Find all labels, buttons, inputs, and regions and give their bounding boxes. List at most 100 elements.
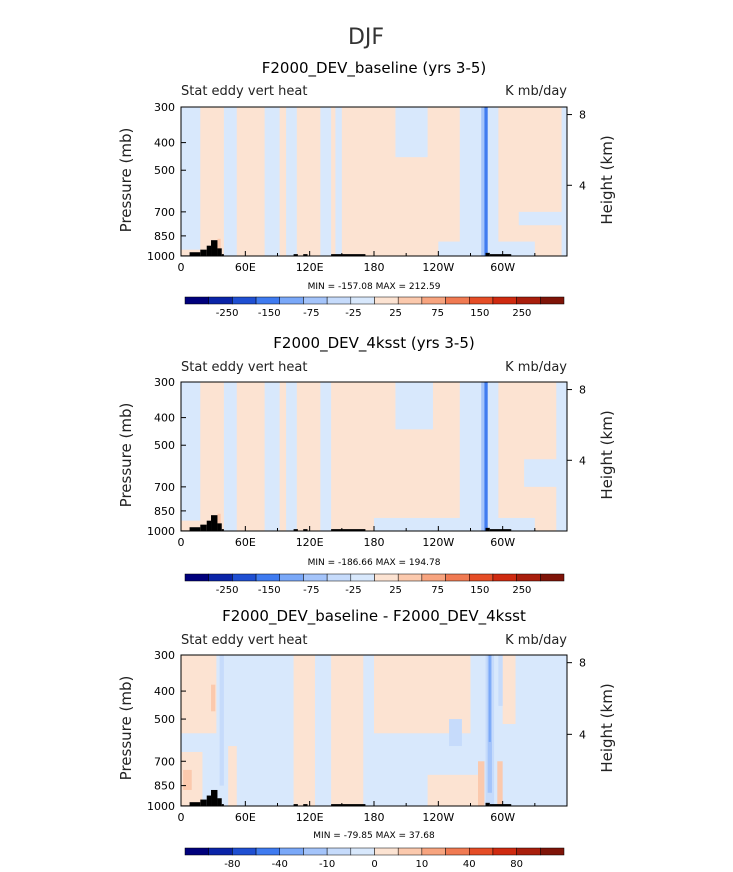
min-max-label: MIN = -157.08 MAX = 212.59 <box>308 282 441 292</box>
panel-title: F2000_DEV_4ksst (yrs 3-5) <box>273 334 474 353</box>
colorbar-swatch <box>397 573 423 582</box>
x-tick-label: 120E <box>296 261 324 274</box>
figure-title: DJF <box>348 25 384 50</box>
y-tick-label: 1000 <box>147 525 175 538</box>
right-subtitle: K mb/day <box>505 360 567 375</box>
contour-region <box>320 382 332 531</box>
panel-title: F2000_DEV_baseline - F2000_DEV_4ksst <box>222 607 526 626</box>
land-block <box>200 799 207 806</box>
y-tick-label: 300 <box>154 101 175 114</box>
land-block <box>485 802 490 806</box>
left-subtitle: Stat eddy vert heat <box>181 633 307 648</box>
colorbar-label: -40 <box>272 859 288 870</box>
land-block <box>485 252 490 256</box>
contour-region <box>497 761 503 806</box>
contour-region <box>181 655 212 734</box>
contour-region <box>484 382 488 531</box>
y-tick-label: 400 <box>154 137 175 150</box>
colorbar-swatch <box>208 847 233 856</box>
x-axis: 0 60E 120E 180 120W 60W <box>178 801 536 824</box>
colorbar-swatch <box>516 573 541 582</box>
topography-mask <box>181 789 512 806</box>
right-tick-label: 8 <box>579 109 586 122</box>
land-block <box>293 254 298 256</box>
panel-3: F2000_DEV_baseline - F2000_DEV_4ksst Sta… <box>117 607 616 870</box>
colorbar-swatch <box>492 296 517 305</box>
left-subtitle: Stat eddy vert heat <box>181 84 307 99</box>
colorbar-label: -80 <box>224 859 240 870</box>
colorbar-swatch <box>374 296 399 305</box>
heatmap-field <box>181 655 567 806</box>
right-axis-label: Height (km) <box>598 135 616 224</box>
contour-region <box>217 238 221 256</box>
x-tick-label: 180 <box>364 811 385 824</box>
x-tick-label: 60W <box>490 536 515 549</box>
colorbar-swatch <box>350 296 375 305</box>
land-block <box>217 798 222 806</box>
colorbar-swatch <box>232 573 257 582</box>
contour-region <box>181 107 201 250</box>
colorbar-swatch <box>255 573 280 582</box>
y-tick-label: 1000 <box>147 800 175 813</box>
y-axis: 300 400 500 700 850 1000 <box>147 101 186 263</box>
contour-region <box>502 655 516 724</box>
left-subtitle: Stat eddy vert heat <box>181 360 307 375</box>
contour-region <box>223 382 237 531</box>
min-max-label: MIN = -79.85 MAX = 37.68 <box>313 831 435 841</box>
colorbar-label: 250 <box>512 585 531 596</box>
x-tick-label: 120W <box>422 536 454 549</box>
contour-region <box>223 107 237 256</box>
land-block <box>200 249 207 256</box>
land-block <box>221 529 224 531</box>
land-block <box>206 520 212 531</box>
x-tick-label: 60E <box>235 536 256 549</box>
colorbar-label: -150 <box>258 585 281 596</box>
land-block <box>303 529 308 531</box>
contour-region <box>181 107 567 256</box>
colorbar-swatch <box>397 296 423 305</box>
colorbar-swatch <box>350 573 375 582</box>
contour-region <box>374 517 535 531</box>
topography-mask <box>181 240 512 256</box>
land-block <box>293 804 298 806</box>
land-block <box>221 254 224 256</box>
y-tick-label: 500 <box>154 164 175 177</box>
colorbar-label: 150 <box>470 308 489 319</box>
land-block <box>206 245 212 256</box>
min-max-label: MIN = -186.66 MAX = 194.78 <box>308 558 441 568</box>
y-axis-label: Pressure (mb) <box>117 128 135 233</box>
colorbar-swatch <box>279 573 304 582</box>
x-tick-label: 120W <box>422 261 454 274</box>
right-axis: 48 <box>567 384 586 467</box>
colorbar-swatch <box>492 573 517 582</box>
contour-region <box>219 655 224 786</box>
colorbar-swatch <box>326 847 352 856</box>
colorbar: -250 -150 -75 -25 25 75 150 250 <box>184 296 565 319</box>
contour-region <box>211 684 216 712</box>
contour-region <box>488 655 491 742</box>
contour-region <box>264 382 280 531</box>
right-tick-label: 8 <box>579 384 586 397</box>
right-tick-label: 4 <box>579 728 586 741</box>
colorbar-swatch <box>516 296 541 305</box>
land-block <box>489 804 512 806</box>
right-tick-label: 4 <box>579 454 586 467</box>
x-tick-label: 180 <box>364 261 385 274</box>
y-axis-label: Pressure (mb) <box>117 676 135 781</box>
x-axis: 0 60E 120E 180 120W 60W <box>178 251 536 274</box>
contour-region <box>264 107 280 256</box>
colorbar-label: -250 <box>216 308 239 319</box>
colorbar-swatch <box>397 847 423 856</box>
contour-region <box>484 107 488 256</box>
x-tick-label: 120E <box>296 811 324 824</box>
contour-region <box>286 382 297 531</box>
contour-region <box>524 459 567 487</box>
y-tick-label: 500 <box>154 439 175 452</box>
panel-1: F2000_DEV_baseline (yrs 3-5) Stat eddy v… <box>117 59 616 319</box>
right-subtitle: K mb/day <box>505 633 567 648</box>
colorbar-label: -75 <box>303 308 319 319</box>
colorbar-label: -25 <box>345 585 361 596</box>
contour-region <box>181 751 203 806</box>
colorbar-swatch <box>374 847 399 856</box>
contour-region <box>518 211 567 226</box>
